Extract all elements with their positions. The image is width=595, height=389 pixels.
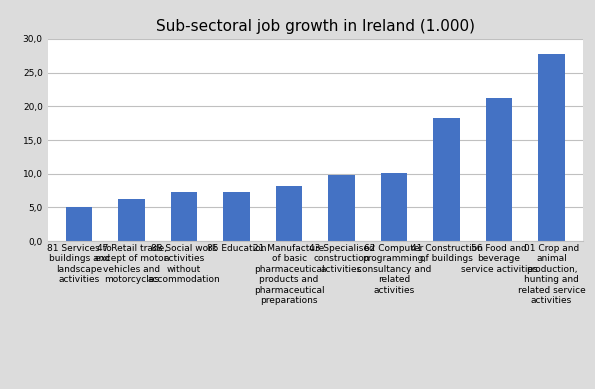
Bar	[328, 175, 355, 241]
Bar	[434, 118, 460, 241]
Bar	[118, 200, 145, 241]
Title: Sub-sectoral job growth in Ireland (1.000): Sub-sectoral job growth in Ireland (1.00…	[156, 19, 475, 33]
Bar	[66, 207, 92, 241]
Bar	[171, 192, 197, 241]
Bar	[486, 98, 512, 241]
Bar	[538, 54, 565, 241]
Bar	[276, 186, 302, 241]
Bar	[224, 192, 250, 241]
Bar	[381, 173, 407, 241]
